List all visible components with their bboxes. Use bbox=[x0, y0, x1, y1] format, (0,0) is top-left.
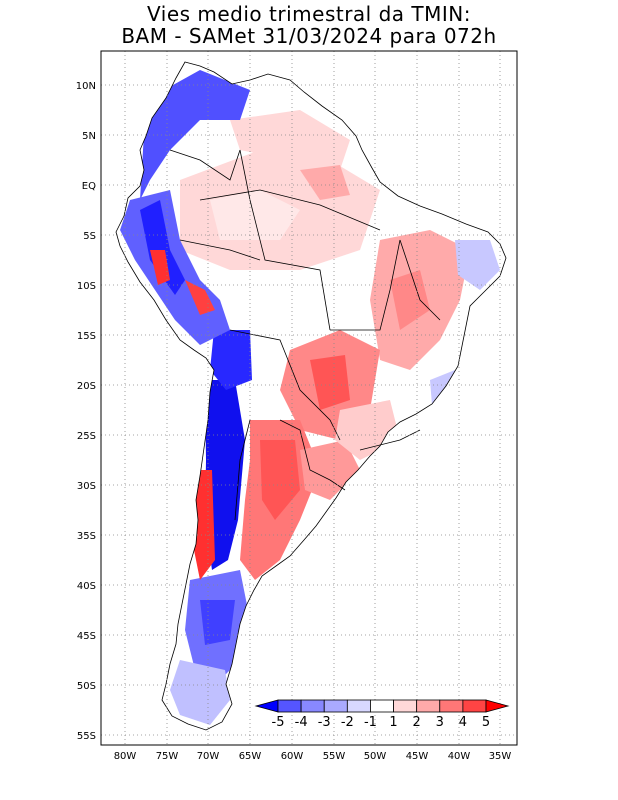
lon-tick-label: 55W bbox=[323, 751, 346, 762]
lat-tick-label: EQ bbox=[82, 181, 96, 192]
colorbar-segment bbox=[254, 699, 279, 713]
colorbar-label: -5 bbox=[272, 715, 285, 730]
colorbar-label: 1 bbox=[389, 715, 397, 730]
lon-tick-label: 40W bbox=[448, 751, 471, 762]
lon-tick-label: 50W bbox=[364, 751, 387, 762]
chart-title-line-1: Vies medio trimestral da TMIN: bbox=[147, 2, 471, 26]
map-frame bbox=[100, 50, 518, 746]
lon-tick-label: 75W bbox=[156, 751, 179, 762]
colorbar-label: -4 bbox=[295, 715, 308, 730]
lat-tick-label: 15S bbox=[77, 331, 96, 342]
colorbar-label: 3 bbox=[436, 715, 444, 730]
colorbar-label: -2 bbox=[341, 715, 354, 730]
colorbar-segment bbox=[485, 699, 510, 713]
colorbar-segment bbox=[462, 699, 487, 713]
lon-tick-label: 60W bbox=[281, 751, 304, 762]
colorbar-segment bbox=[439, 699, 464, 713]
latitude-axis: 10N 5N EQ 5S 10S 15S 20S 25S 30S 35S 40S… bbox=[76, 81, 96, 742]
colorbar-label: 4 bbox=[459, 715, 467, 730]
colorbar-label: -1 bbox=[364, 715, 377, 730]
colorbar-segment bbox=[277, 699, 302, 713]
chart-title-line-2: BAM - SAMet 31/03/2024 para 072h bbox=[121, 24, 497, 48]
lat-tick-label: 10S bbox=[77, 281, 96, 292]
lon-tick-label: 35W bbox=[489, 751, 512, 762]
lon-tick-label: 45W bbox=[406, 751, 429, 762]
lon-tick-label: 70W bbox=[197, 751, 220, 762]
colorbar-label: 5 bbox=[482, 715, 490, 730]
colorbar-label: -3 bbox=[318, 715, 331, 730]
graticule bbox=[101, 51, 517, 745]
longitude-axis: 80W 75W 70W 65W 60W 55W 50W 45W 40W 35W bbox=[114, 751, 512, 762]
map-plot-area bbox=[101, 51, 517, 745]
lat-tick-label: 5S bbox=[83, 231, 96, 242]
colorbar-legend: -5 -4 -3 -2 -1 1 2 3 4 5 bbox=[254, 699, 510, 730]
lat-tick-label: 40S bbox=[77, 581, 96, 592]
lon-tick-label: 80W bbox=[114, 751, 137, 762]
bias-field bbox=[116, 62, 506, 730]
lat-tick-label: 30S bbox=[77, 481, 96, 492]
lat-tick-label: 50S bbox=[77, 681, 96, 692]
lat-tick-label: 25S bbox=[77, 431, 96, 442]
colorbar-segment bbox=[416, 699, 441, 713]
colorbar-segment bbox=[346, 699, 371, 713]
lat-tick-label: 20S bbox=[77, 381, 96, 392]
lat-tick-label: 55S bbox=[77, 731, 96, 742]
lat-tick-label: 35S bbox=[77, 531, 96, 542]
colorbar-segment bbox=[393, 699, 418, 713]
lat-tick-label: 10N bbox=[76, 81, 96, 92]
colorbar-segment bbox=[300, 699, 325, 713]
colorbar-label: 2 bbox=[413, 715, 421, 730]
colorbar-segment bbox=[370, 699, 394, 713]
country-borders bbox=[115, 61, 507, 731]
lat-tick-label: 45S bbox=[77, 631, 96, 642]
lon-tick-label: 65W bbox=[239, 751, 262, 762]
lat-tick-label: 5N bbox=[82, 131, 96, 142]
colorbar-segment bbox=[323, 699, 348, 713]
